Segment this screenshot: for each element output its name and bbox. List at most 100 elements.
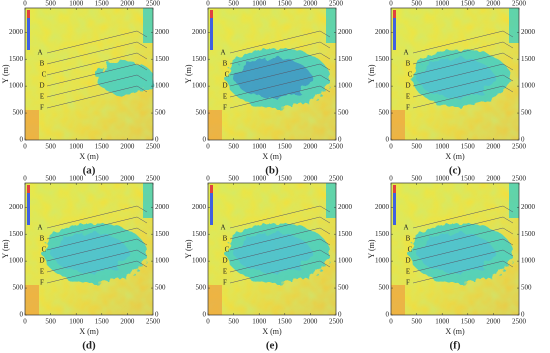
survey-line (412, 260, 514, 284)
y-tick-label: 1500 (375, 230, 390, 238)
survey-line (46, 30, 148, 54)
colorbar-top (393, 10, 396, 18)
y-tick-label-right: 0 (338, 136, 342, 144)
survey-line (46, 227, 148, 251)
y-tick-label-right: 1500 (521, 55, 536, 63)
x-tick-label: 2500 (146, 318, 161, 326)
line-label: D (405, 257, 410, 265)
x-tick-label-top: 2000 (303, 0, 318, 8)
line-label: E (40, 93, 44, 101)
plume-core (418, 58, 494, 98)
x-tick-label-top: 500 (411, 175, 422, 183)
y-axis-label: Y (m) (184, 64, 193, 83)
x-tick-label-top: 0 (389, 0, 393, 8)
line-label: C (408, 71, 413, 79)
colorbar (210, 10, 213, 50)
survey-line (412, 85, 514, 109)
x-tick-label-top: 1000 (69, 175, 84, 183)
x-tick-label-top: 2500 (512, 175, 527, 183)
x-tick-label-top: 0 (389, 175, 393, 183)
panel-label: (a) (83, 165, 96, 177)
y-tick-label-right: 2000 (338, 203, 353, 211)
y-tick-label-right: 1000 (155, 82, 170, 90)
plume-core (418, 233, 494, 273)
survey-line (412, 249, 514, 273)
x-tick-label: 500 (228, 143, 239, 151)
line-label: A (403, 224, 408, 232)
y-tick-label-right: 1000 (521, 257, 536, 265)
y-tick-label: 0 (20, 311, 24, 319)
plot-frame (24, 182, 154, 316)
y-axis-label: Y (m) (1, 64, 10, 83)
corner-orange (208, 285, 222, 315)
y-axis-label: Y (m) (1, 239, 10, 258)
line-label: A (37, 224, 42, 232)
panel-label: (e) (266, 340, 279, 352)
line-label: B (406, 235, 411, 243)
x-tick-label: 2000 (486, 143, 501, 151)
x-tick-label-top: 2500 (512, 0, 527, 8)
line-label: B (40, 60, 45, 68)
x-tick-label: 2500 (512, 318, 527, 326)
survey-line (229, 238, 331, 262)
y-tick-label: 1000 (375, 82, 390, 90)
panel-label: (d) (82, 340, 96, 352)
y-tick-label: 1500 (9, 55, 24, 63)
x-tick-label-top: 1000 (435, 175, 450, 183)
y-tick-label-right: 1500 (155, 55, 170, 63)
survey-line (412, 74, 514, 98)
y-tick-label: 500 (379, 284, 390, 292)
y-tick-label: 1500 (192, 55, 207, 63)
x-tick-label: 2000 (120, 143, 135, 151)
line-label: F (406, 104, 410, 112)
colorbar (393, 185, 396, 225)
edge-cyan (509, 8, 519, 43)
colorbar (393, 10, 396, 50)
line-label: E (406, 268, 410, 276)
survey-line (229, 41, 331, 65)
line-label: E (223, 93, 227, 101)
corner-orange (25, 110, 39, 140)
y-tick-label: 2000 (192, 28, 207, 36)
y-tick-label: 1500 (375, 55, 390, 63)
survey-line (412, 30, 514, 54)
y-tick-label: 500 (196, 109, 207, 117)
corner-orange (391, 110, 405, 140)
survey-line (46, 74, 148, 98)
survey-line (412, 216, 514, 240)
x-tick-label: 0 (389, 143, 393, 151)
x-tick-label: 2500 (146, 143, 161, 151)
y-tick-label-right: 500 (338, 284, 349, 292)
y-tick-label: 2000 (9, 203, 24, 211)
x-tick-label: 1500 (461, 318, 476, 326)
y-tick-label: 1000 (375, 257, 390, 265)
edge-cyan (509, 183, 519, 218)
y-tick-label-right: 500 (521, 284, 532, 292)
y-tick-label-right: 1000 (338, 257, 353, 265)
survey-line (229, 74, 331, 98)
survey-line (46, 41, 148, 65)
survey-line (412, 52, 514, 76)
survey-line (412, 227, 514, 251)
y-tick-label-right: 1500 (155, 230, 170, 238)
y-tick-label: 2000 (192, 203, 207, 211)
y-tick-label: 0 (386, 136, 390, 144)
y-tick-label-right: 1500 (338, 230, 353, 238)
y-axis-label: Y (m) (367, 64, 376, 83)
x-tick-label: 2000 (303, 143, 318, 151)
y-tick-label: 500 (196, 284, 207, 292)
line-label: F (40, 279, 44, 287)
x-tick-label: 2500 (512, 143, 527, 151)
x-tick-label-top: 2000 (486, 0, 501, 8)
x-axis-label: X (m) (445, 152, 465, 161)
x-tick-label: 500 (411, 318, 422, 326)
line-label: D (39, 82, 44, 90)
panel: ABCDEF0050050010001000150015002000200025… (1, 175, 170, 352)
panel-label: (f) (450, 340, 461, 352)
colorbar (27, 10, 30, 50)
x-tick-label: 0 (389, 318, 393, 326)
x-tick-label: 1500 (278, 143, 293, 151)
x-tick-label-top: 500 (45, 0, 56, 8)
line-label: E (40, 268, 44, 276)
